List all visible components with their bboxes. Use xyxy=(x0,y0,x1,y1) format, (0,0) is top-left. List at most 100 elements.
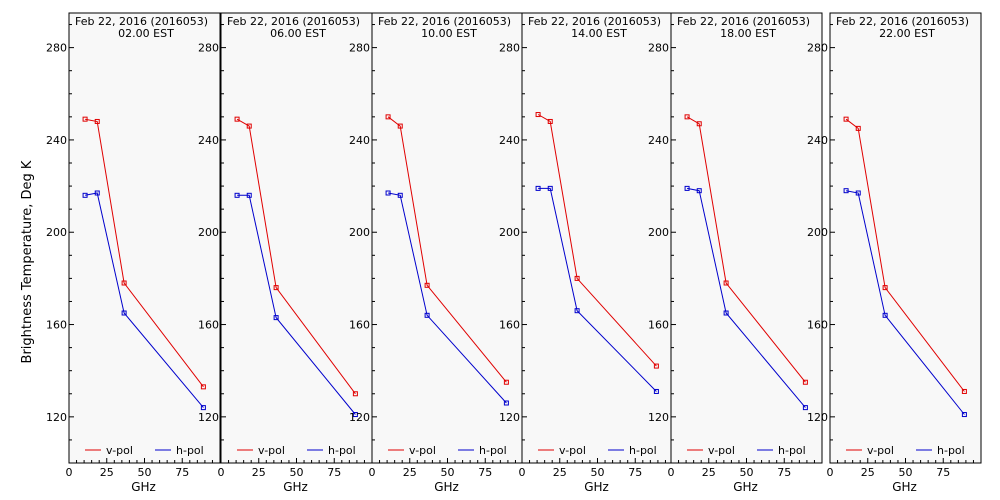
plot-area xyxy=(829,12,982,464)
legend-label: v-pol xyxy=(409,444,436,457)
series-h-pol xyxy=(843,188,967,418)
data-point xyxy=(82,192,88,198)
data-point xyxy=(200,405,206,411)
data-point xyxy=(684,114,690,120)
data-point xyxy=(684,185,690,191)
data-point xyxy=(94,190,100,196)
data-point xyxy=(843,116,849,122)
legend-label: h-pol xyxy=(778,444,806,457)
y-axis-label: Brightness Temperature, Deg K xyxy=(20,160,35,363)
series-line xyxy=(236,118,356,395)
y-tick-label: 160 xyxy=(349,319,370,332)
y-tick-label: 280 xyxy=(648,42,669,55)
panel-subtitle: 22.00 EST xyxy=(879,27,935,40)
panel-subtitle: 14.00 EST xyxy=(571,27,627,40)
y-tick-label: 160 xyxy=(807,319,828,332)
chart-panel-2: Feb 22, 2016 (2016053)06.00 EST 120 160 200… xyxy=(198,12,373,494)
data-point xyxy=(855,125,861,131)
data-point xyxy=(843,188,849,194)
series-line xyxy=(388,192,507,404)
data-point xyxy=(574,275,580,281)
data-point xyxy=(723,280,729,286)
y-tick-label: 160 xyxy=(198,319,219,332)
data-point xyxy=(547,185,553,191)
y-tick-label: 240 xyxy=(46,134,67,147)
x-tick-label: 25 xyxy=(100,466,114,479)
x-tick-label: 75 xyxy=(175,466,189,479)
x-tick-label: 25 xyxy=(861,466,875,479)
data-point xyxy=(246,123,252,129)
series-v-pol xyxy=(684,114,808,385)
panel-title: Feb 22, 2016 (2016053) xyxy=(75,15,208,28)
legend-label: v-pol xyxy=(867,444,894,457)
plot-area xyxy=(371,12,524,464)
data-point xyxy=(385,190,391,196)
series-v-pol xyxy=(843,116,967,394)
series-line xyxy=(686,116,806,383)
legend-label: h-pol xyxy=(328,444,356,457)
data-point xyxy=(424,282,430,288)
x-tick-label: 25 xyxy=(252,466,266,479)
y-tick-label: 120 xyxy=(198,411,219,424)
chart-panel-3: Feb 22, 2016 (2016053)10.00 EST 120 160 200… xyxy=(349,12,524,494)
x-tick-label: 50 xyxy=(138,466,152,479)
series-line xyxy=(538,187,657,392)
series-line xyxy=(845,118,965,392)
x-tick-label: 75 xyxy=(478,466,492,479)
x-tick-label: 25 xyxy=(403,466,417,479)
x-axis-label: GHz xyxy=(283,480,308,494)
legend-label: h-pol xyxy=(937,444,965,457)
data-point xyxy=(696,188,702,194)
data-point xyxy=(234,192,240,198)
y-tick-label: 160 xyxy=(46,319,67,332)
y-tick-label: 200 xyxy=(807,226,828,239)
x-axis-label: GHz xyxy=(892,480,917,494)
data-point xyxy=(653,363,659,369)
series-v-pol xyxy=(535,112,659,369)
data-point xyxy=(121,310,127,316)
y-tick-label: 240 xyxy=(198,134,219,147)
panel-title: Feb 22, 2016 (2016053) xyxy=(528,15,661,28)
legend-label: v-pol xyxy=(559,444,586,457)
x-tick-label: 25 xyxy=(553,466,567,479)
y-tick-label: 280 xyxy=(46,42,67,55)
y-tick-label: 280 xyxy=(198,42,219,55)
data-point xyxy=(385,114,391,120)
y-tick-label: 160 xyxy=(499,319,520,332)
series-h-pol xyxy=(82,190,206,411)
series-v-pol xyxy=(385,114,509,385)
data-point xyxy=(200,384,206,390)
data-point xyxy=(273,285,279,291)
legend-label: v-pol xyxy=(708,444,735,457)
y-tick-label: 120 xyxy=(807,411,828,424)
x-tick-label: 50 xyxy=(740,466,754,479)
plot-area xyxy=(68,12,221,464)
x-tick-label: 50 xyxy=(591,466,605,479)
y-tick-label: 280 xyxy=(807,42,828,55)
series-v-pol xyxy=(234,116,358,397)
y-tick-label: 280 xyxy=(349,42,370,55)
legend-label: h-pol xyxy=(629,444,657,457)
y-tick-label: 120 xyxy=(46,411,67,424)
x-tick-label: 0 xyxy=(668,466,675,479)
panels: Feb 22, 2016 (2016053)02.00 EST120160200… xyxy=(46,12,982,494)
x-tick-label: 25 xyxy=(702,466,716,479)
y-tick-label: 200 xyxy=(648,226,669,239)
data-point xyxy=(234,116,240,122)
series-line xyxy=(237,194,356,415)
y-tick-label: 240 xyxy=(349,134,370,147)
y-tick-label: 200 xyxy=(198,226,219,239)
data-point xyxy=(352,412,358,418)
data-point xyxy=(503,400,509,406)
panel-title: Feb 22, 2016 (2016053) xyxy=(836,15,969,28)
data-point xyxy=(802,379,808,385)
data-point xyxy=(82,116,88,122)
panel-subtitle: 18.00 EST xyxy=(720,27,776,40)
x-axis-label: GHz xyxy=(584,480,609,494)
data-point xyxy=(882,312,888,318)
data-point xyxy=(397,123,403,129)
series-line xyxy=(687,187,806,408)
data-point xyxy=(121,280,127,286)
y-tick-label: 120 xyxy=(349,411,370,424)
